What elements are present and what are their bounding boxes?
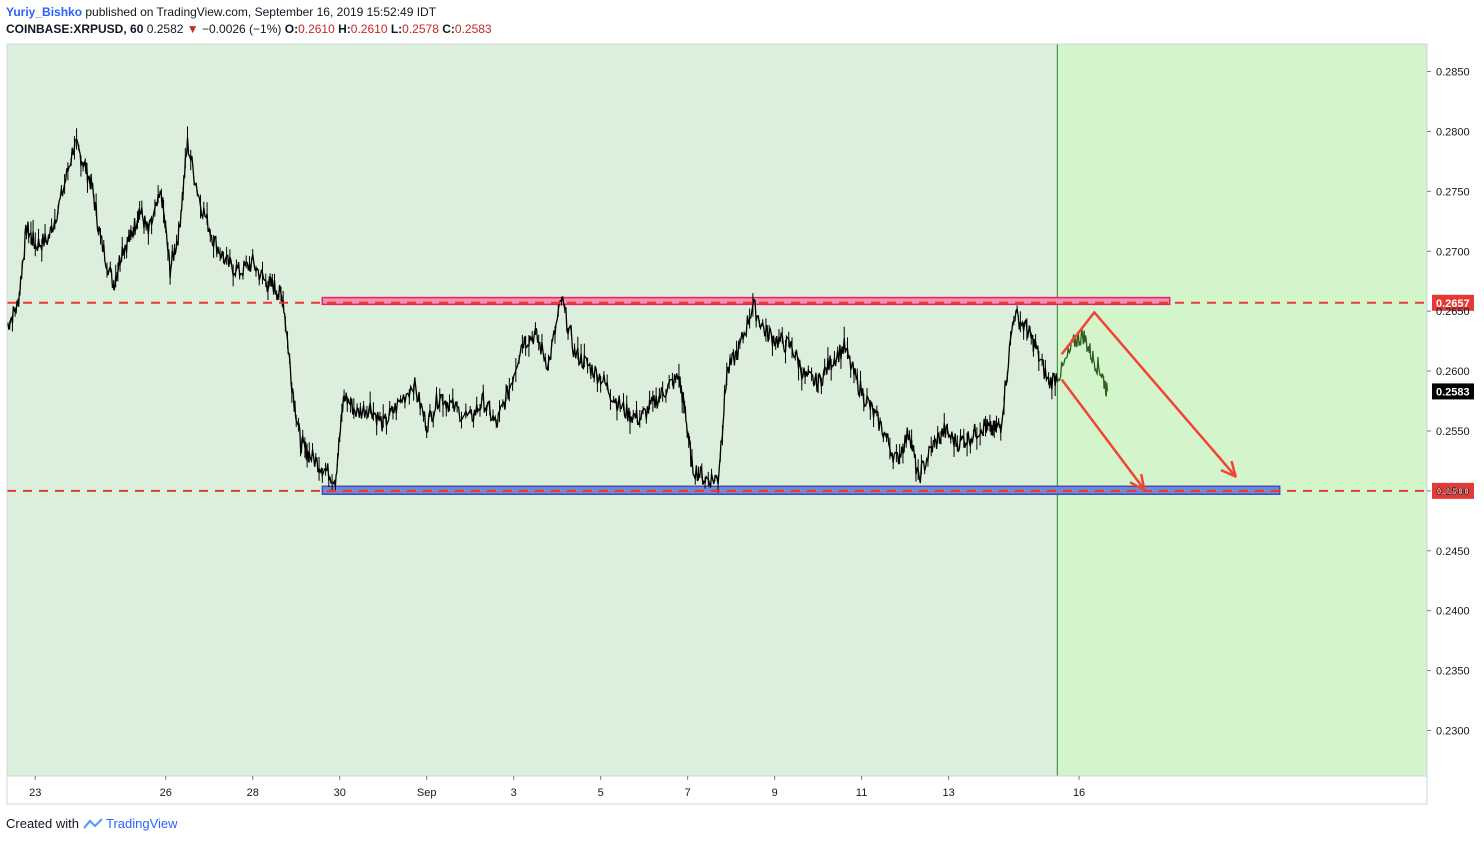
y-tick-label: 0.2700: [1436, 246, 1470, 258]
resistance-label-bg: [1432, 294, 1474, 311]
x-tick-label: 28: [247, 787, 259, 799]
y-tick-label: 0.2650: [1436, 306, 1470, 318]
symbol-legend: COINBASE:XRPUSD, 60 0.2582 ▼ −0.0026 (−1…: [6, 22, 492, 36]
y-tick-label: 0.2600: [1436, 366, 1470, 378]
projected-move-2-arrowhead: [1129, 473, 1146, 491]
chart-background: [7, 44, 1058, 776]
x-tick-label: 11: [856, 787, 867, 799]
y-tick-label: 0.2550: [1436, 426, 1470, 438]
close-value: 0.2583: [454, 22, 492, 36]
change-value: −0.0026 (−1%): [202, 22, 282, 36]
tradingview-logo-icon: [83, 817, 103, 829]
x-tick-label: 9: [772, 787, 778, 799]
x-tick-label: 13: [942, 787, 954, 799]
future-zone-background: [1057, 44, 1427, 776]
projected-move-2-arrow: [1060, 378, 1146, 491]
last-price-label-bg: [1432, 383, 1474, 400]
symbol-name[interactable]: COINBASE:XRPUSD, 60: [6, 22, 144, 36]
published-text: published on TradingView.com, September …: [85, 5, 437, 19]
publish-info: Yuriy_Bishko published on TradingView.co…: [6, 5, 436, 19]
x-tick-label: 5: [598, 787, 604, 799]
x-tick-label: Sep: [417, 787, 437, 799]
projected-move-1-arrowhead: [1220, 460, 1237, 478]
high-value: 0.2610: [350, 22, 388, 36]
y-tick-label: 0.2850: [1436, 67, 1470, 79]
author-link[interactable]: Yuriy_Bishko: [6, 5, 83, 19]
y-tick-label: 0.2450: [1436, 546, 1470, 558]
projected-move-1-arrow: [1060, 311, 1237, 478]
support-price-label: 0.2500: [1436, 486, 1470, 498]
footer: Created with TradingView: [6, 816, 178, 831]
price-axis[interactable]: 0.2850 0.2800 0.2750 0.2700 0.2650 0.2600 0.25…: [1426, 44, 1470, 804]
x-tick-label: 3: [511, 787, 517, 799]
y-tick-label: 0.2750: [1436, 186, 1470, 198]
tradingview-link[interactable]: TradingView: [105, 816, 178, 831]
y-tick-label: 0.2500: [1436, 486, 1470, 498]
x-tick-label: 26: [160, 787, 172, 799]
open-value: 0.2610: [298, 22, 335, 36]
resistance-zone: [321, 296, 1171, 306]
last-price-label: 0.2583: [1436, 386, 1470, 398]
support-label-bg: [1432, 482, 1474, 499]
open-label: O:: [284, 22, 299, 36]
price-series-recent: [1056, 328, 1108, 397]
y-tick-label: 0.2800: [1436, 126, 1470, 138]
x-tick-label: 30: [334, 787, 346, 799]
y-tick-label: 0.2350: [1436, 666, 1470, 678]
y-tick-label: 0.2300: [1436, 725, 1470, 737]
change-down-icon: ▼: [186, 22, 199, 36]
low-value: 0.2578: [402, 22, 439, 36]
close-label: C:: [442, 22, 455, 36]
low-label: L:: [390, 22, 403, 36]
x-tick-label: 23: [29, 787, 41, 799]
created-with-text: Created with: [6, 816, 79, 831]
x-tick-label: 7: [685, 787, 691, 799]
x-tick-label: 16: [1073, 787, 1085, 799]
resistance-price-label: 0.2657: [1436, 298, 1470, 310]
time-axis[interactable]: 23 26 28 30 Sep 3 5 7 9 11 13 16: [7, 775, 1427, 799]
y-tick-label: 0.2400: [1436, 606, 1470, 618]
last-value: 0.2582: [146, 22, 184, 36]
high-label: H:: [338, 22, 351, 36]
support-zone: [321, 485, 1281, 496]
